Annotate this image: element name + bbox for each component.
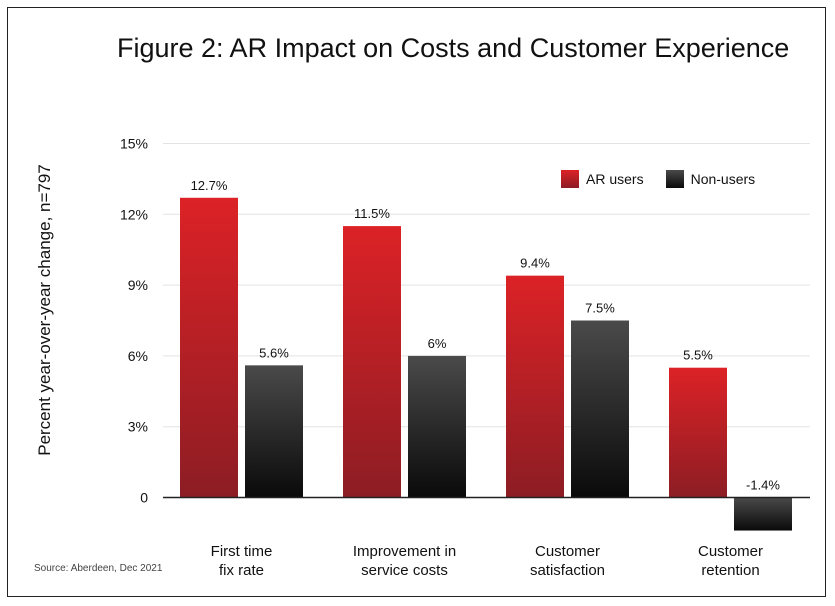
legend-item-non-users: Non-users <box>665 170 756 188</box>
data-label-non: -1.4% <box>746 478 780 493</box>
x-tick-label: Customer <box>535 543 600 560</box>
bar-ar-2 <box>506 275 564 498</box>
bar-non-3 <box>734 497 792 531</box>
legend: AR users Non-users <box>561 170 777 188</box>
y-tick-label: 3% <box>128 419 148 435</box>
x-tick-label: Improvement in <box>353 543 456 560</box>
chart-frame <box>7 7 826 597</box>
x-tick-label: fix rate <box>219 562 264 579</box>
x-tick-label: service costs <box>361 562 448 579</box>
y-tick-label: 6% <box>128 348 148 364</box>
x-tick-label: retention <box>701 562 759 579</box>
bar-non-0 <box>245 365 303 498</box>
data-label-ar: 12.7% <box>191 178 228 193</box>
legend-label-non-users: Non-users <box>690 171 756 187</box>
data-label-ar: 5.5% <box>683 348 713 363</box>
x-tick-label: First time <box>211 543 273 560</box>
bar-non-2 <box>571 320 629 498</box>
legend-item-ar-users: AR users <box>561 170 644 188</box>
bar-non-1 <box>408 355 466 498</box>
data-label-non: 7.5% <box>585 301 615 316</box>
legend-swatch-non-users <box>665 170 684 188</box>
data-label-non: 6% <box>428 336 447 351</box>
source-note: Source: Aberdeen, Dec 2021 <box>34 563 163 574</box>
bar-ar-3 <box>669 367 727 498</box>
bar-ar-1 <box>343 226 401 498</box>
y-tick-label: 9% <box>128 277 148 293</box>
x-tick-label: satisfaction <box>530 562 605 579</box>
y-tick-label: 0 <box>140 490 148 506</box>
data-label-non: 5.6% <box>259 345 289 360</box>
data-label-ar: 9.4% <box>520 256 550 271</box>
bar-ar-0 <box>180 197 238 498</box>
y-tick-label: 15% <box>120 136 148 152</box>
legend-swatch-ar-users <box>561 170 579 188</box>
x-tick-label: Customer <box>698 543 763 560</box>
data-label-ar: 11.5% <box>354 206 390 221</box>
legend-label-ar-users: AR users <box>586 171 644 187</box>
chart-title: Figure 2: AR Impact on Costs and Custome… <box>117 33 790 63</box>
y-tick-label: 12% <box>120 206 148 222</box>
